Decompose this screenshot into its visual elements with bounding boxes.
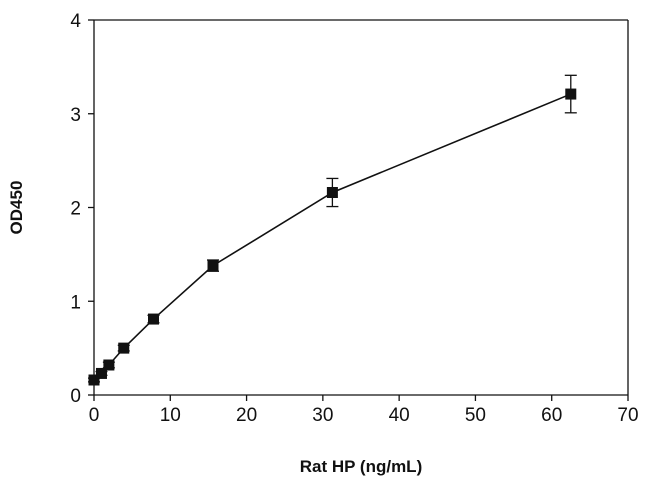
x-tick-label: 40 [389, 405, 410, 426]
y-tick-label: 4 [70, 11, 81, 32]
x-tick-label: 20 [236, 405, 257, 426]
y-tick-label: 0 [70, 386, 81, 407]
plot-area: 0 10 20 30 40 50 60 70 0 1 2 3 4 [70, 11, 638, 426]
data-point-marker [207, 260, 219, 272]
y-tick-label: 3 [70, 105, 81, 126]
x-axis-title: Rat HP (ng/mL) [300, 457, 422, 476]
data-point-marker [88, 374, 100, 386]
data-point-marker [118, 342, 130, 354]
data-point-marker [565, 88, 577, 100]
x-tick-label: 0 [89, 405, 100, 426]
x-tick-label: 50 [465, 405, 486, 426]
x-tick-label: 30 [312, 405, 333, 426]
data-point-marker [148, 313, 160, 325]
series-layer [88, 74, 577, 386]
y-axis-title: OD450 [7, 181, 26, 235]
data-point-marker [95, 367, 107, 379]
x-tick-label: 10 [160, 405, 181, 426]
y-ticks: 0 1 2 3 4 [70, 11, 94, 407]
data-point-marker [326, 187, 338, 198]
x-tick-label: 60 [541, 405, 562, 426]
y-tick-label: 1 [70, 292, 81, 313]
data-point-marker [103, 359, 115, 371]
x-ticks: 0 10 20 30 40 50 60 70 [89, 395, 639, 426]
series-line [93, 93, 572, 381]
y-tick-label: 2 [70, 199, 81, 220]
x-tick-label: 70 [617, 405, 638, 426]
